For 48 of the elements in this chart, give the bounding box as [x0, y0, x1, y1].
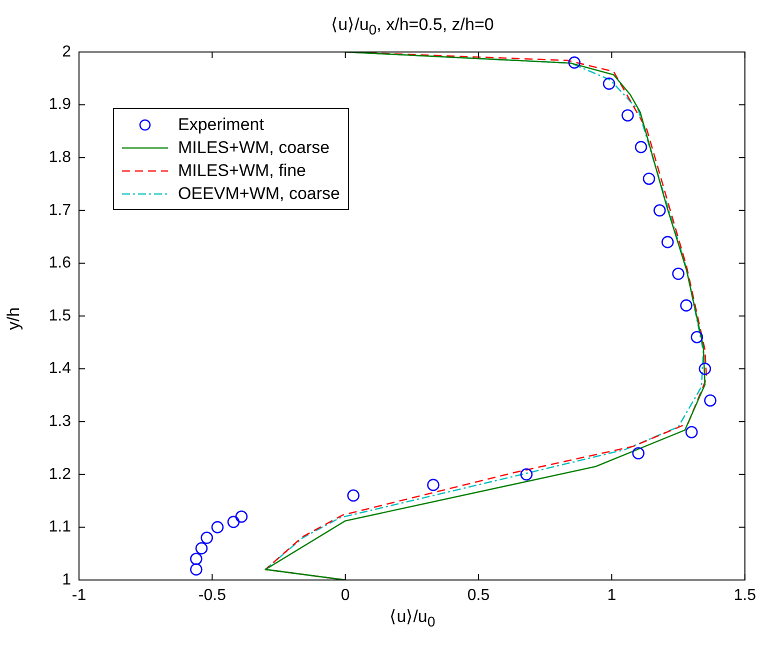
- point: [568, 56, 581, 69]
- point: [347, 489, 360, 502]
- y-tick-label: 1.7: [48, 202, 72, 219]
- point: [672, 268, 684, 280]
- x-tick-label: 0: [340, 587, 350, 604]
- y-tick-label: 1.9: [48, 96, 72, 114]
- legend-label: OEEVM+WM, coarse: [178, 184, 340, 204]
- point: [653, 204, 666, 217]
- y-tick-label: 1.5: [48, 307, 72, 324]
- point: [190, 563, 202, 576]
- x-tick-label: -0.5: [198, 587, 226, 604]
- point: [690, 330, 704, 344]
- y-tick-label: 1.1: [48, 518, 72, 536]
- x-tick-label: 1.5: [734, 587, 756, 604]
- x-tick-label: -1: [72, 587, 86, 604]
- y-axis-title: y/h: [4, 307, 24, 330]
- y-tick-label: 2: [62, 43, 72, 60]
- x-tick-label: 1: [607, 587, 616, 604]
- y-tick-label: 1: [62, 571, 72, 588]
- point: [195, 542, 208, 554]
- point: [200, 532, 213, 544]
- point: [632, 447, 644, 460]
- point: [427, 478, 440, 492]
- chart-title: ⟨u⟩/u$_{0}$, x/h=0.5, z/h=0: [331, 14, 494, 38]
- point: [211, 521, 224, 534]
- point: [698, 362, 712, 375]
- point: [622, 109, 634, 122]
- y-tick-label: 1.6: [48, 254, 72, 272]
- y-tick-label: 1.8: [48, 149, 72, 166]
- point: [602, 78, 616, 90]
- y-tick-label: 1.2: [48, 466, 72, 483]
- legend-label: Experiment: [178, 114, 264, 134]
- point: [685, 426, 698, 438]
- point: [642, 172, 656, 185]
- point: [661, 236, 674, 248]
- point: [235, 510, 248, 523]
- legend-label: MILES+WM, fine: [178, 160, 306, 180]
- y-tick-label: 1.4: [48, 360, 72, 378]
- y-tick-label: 1.3: [48, 413, 72, 430]
- legend-label: MILES+WM, coarse: [178, 138, 330, 158]
- point: [227, 516, 240, 528]
- x-tick-label: 0.5: [467, 587, 490, 604]
- point: [704, 394, 716, 407]
- point: [680, 299, 692, 312]
- point: [190, 552, 202, 566]
- x-axis-title: ⟨u⟩/u$_{0}$: [390, 606, 436, 630]
- point: [520, 468, 533, 481]
- point: [634, 140, 648, 154]
